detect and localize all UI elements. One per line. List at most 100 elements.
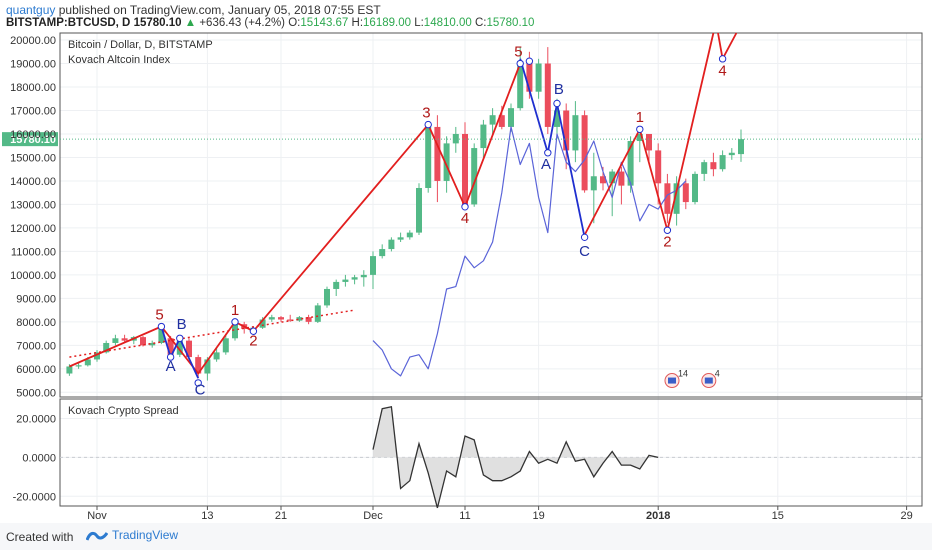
x-tick-label: 2018 — [646, 510, 670, 522]
candle-body — [149, 342, 156, 346]
candle-body — [287, 319, 294, 321]
candle-body — [590, 176, 597, 191]
candle-body — [213, 352, 220, 360]
spread-line — [372, 406, 659, 509]
tradingview-brand[interactable]: TradingView — [86, 528, 178, 542]
candle-body — [278, 317, 284, 320]
tradingview-logo-icon — [86, 531, 108, 541]
candle-body — [682, 183, 689, 203]
trendline-dotted — [69, 309, 355, 358]
wave-point — [176, 334, 184, 342]
candle-body — [176, 340, 183, 355]
flag-count: 4 — [715, 369, 720, 379]
candle-body — [563, 110, 570, 151]
candle-body — [664, 183, 671, 214]
candle-body — [360, 274, 367, 278]
x-tick-label: Dec — [363, 510, 383, 522]
candle-body — [388, 239, 395, 250]
candle-body — [627, 141, 634, 186]
y-tick-label: 7000.00 — [16, 340, 56, 352]
wave-label: B — [554, 81, 564, 98]
y-tick-label: 8000.00 — [16, 317, 56, 329]
us-flag-icon-body — [668, 377, 676, 384]
axes — [59, 32, 923, 510]
candle-body — [452, 133, 459, 144]
y-tick-label: 20000.00 — [10, 35, 56, 47]
last-price: 15780.10 — [133, 17, 182, 29]
footer: Created with TradingView — [0, 523, 932, 550]
wave-point — [461, 203, 469, 211]
wave-point — [194, 379, 202, 387]
candle-body — [701, 162, 708, 174]
wave-red-line-2 — [583, 32, 715, 236]
main-pane-title: Bitcoin / Dollar, D, BITSTAMP — [68, 39, 213, 51]
low-label: L: — [414, 17, 424, 29]
author-link[interactable]: quantguy — [6, 3, 56, 17]
candle-body — [259, 319, 266, 328]
publish-text: published on TradingView.com, January 05… — [55, 3, 381, 17]
candle-body — [314, 305, 321, 322]
altcoin-index-line — [372, 126, 687, 377]
candle-body — [397, 237, 404, 240]
candle-body — [305, 317, 312, 322]
wave-blue-line — [160, 326, 200, 379]
created-with-label: Created with — [6, 530, 74, 544]
x-tick-label: 15 — [772, 510, 784, 522]
candle-body — [581, 115, 588, 191]
x-tick-label: Nov — [87, 510, 107, 522]
candle-body — [379, 249, 386, 257]
wave-label: 2 — [663, 234, 671, 251]
candle-body — [66, 366, 73, 374]
candle-body — [186, 340, 192, 358]
wave-point — [525, 57, 534, 65]
y-tick-label: 10000.00 — [10, 270, 56, 282]
candle-body — [94, 352, 100, 360]
high-label: H: — [351, 17, 364, 29]
candle-body — [140, 337, 146, 346]
wave-point — [553, 99, 561, 108]
wave-label: 4 — [718, 62, 726, 79]
candle-body — [370, 256, 376, 275]
wave-point — [424, 120, 432, 129]
y-tick-label: 19000.00 — [10, 59, 56, 71]
symbol-label: BITSTAMP:BTCUSD, D — [6, 17, 131, 29]
y-tick-label: 6000.00 — [16, 364, 56, 376]
wave-label: C — [195, 382, 206, 399]
close-value: 15780.10 — [486, 17, 535, 29]
y-tick-label: 16000.00 — [10, 129, 56, 141]
y-tick-label: 18000.00 — [10, 82, 56, 94]
candle-body — [636, 133, 643, 142]
candle-body — [480, 124, 487, 149]
candle-body — [406, 232, 413, 238]
candle-body — [167, 338, 174, 355]
tradingview-brand-label: TradingView — [112, 528, 179, 542]
open-label: O: — [288, 17, 301, 29]
main-pane-border — [59, 32, 923, 398]
candle-body — [728, 152, 735, 156]
ohlc-header: BITSTAMP:BTCUSD, D 15780.10 ▲ +636.43 (+… — [6, 17, 534, 29]
candle-body — [296, 317, 303, 321]
candle-body — [195, 357, 202, 374]
publish-header: quantguy published on TradingView.com, J… — [6, 3, 381, 17]
y-tick-label: 17000.00 — [10, 105, 56, 117]
candle-body — [471, 148, 478, 205]
candle-body — [324, 288, 330, 306]
candle-body — [719, 155, 726, 170]
wave-point — [231, 318, 239, 326]
change-value: +636.43 (+4.2%) — [199, 17, 286, 29]
wave-label: 4 — [461, 210, 469, 227]
candle-body — [498, 115, 505, 127]
wave-blue-line-2 — [519, 58, 586, 238]
wave-label: 5 — [155, 307, 163, 324]
candle-body — [268, 317, 275, 320]
candle-body — [103, 342, 110, 353]
spread-pane-border — [59, 398, 923, 507]
candle-body — [351, 277, 358, 280]
candle-body — [655, 150, 662, 184]
candle-body — [443, 143, 450, 181]
spread-pane — [60, 406, 922, 509]
x-tick-label: 21 — [275, 510, 287, 522]
last-price-badge — [2, 132, 58, 147]
